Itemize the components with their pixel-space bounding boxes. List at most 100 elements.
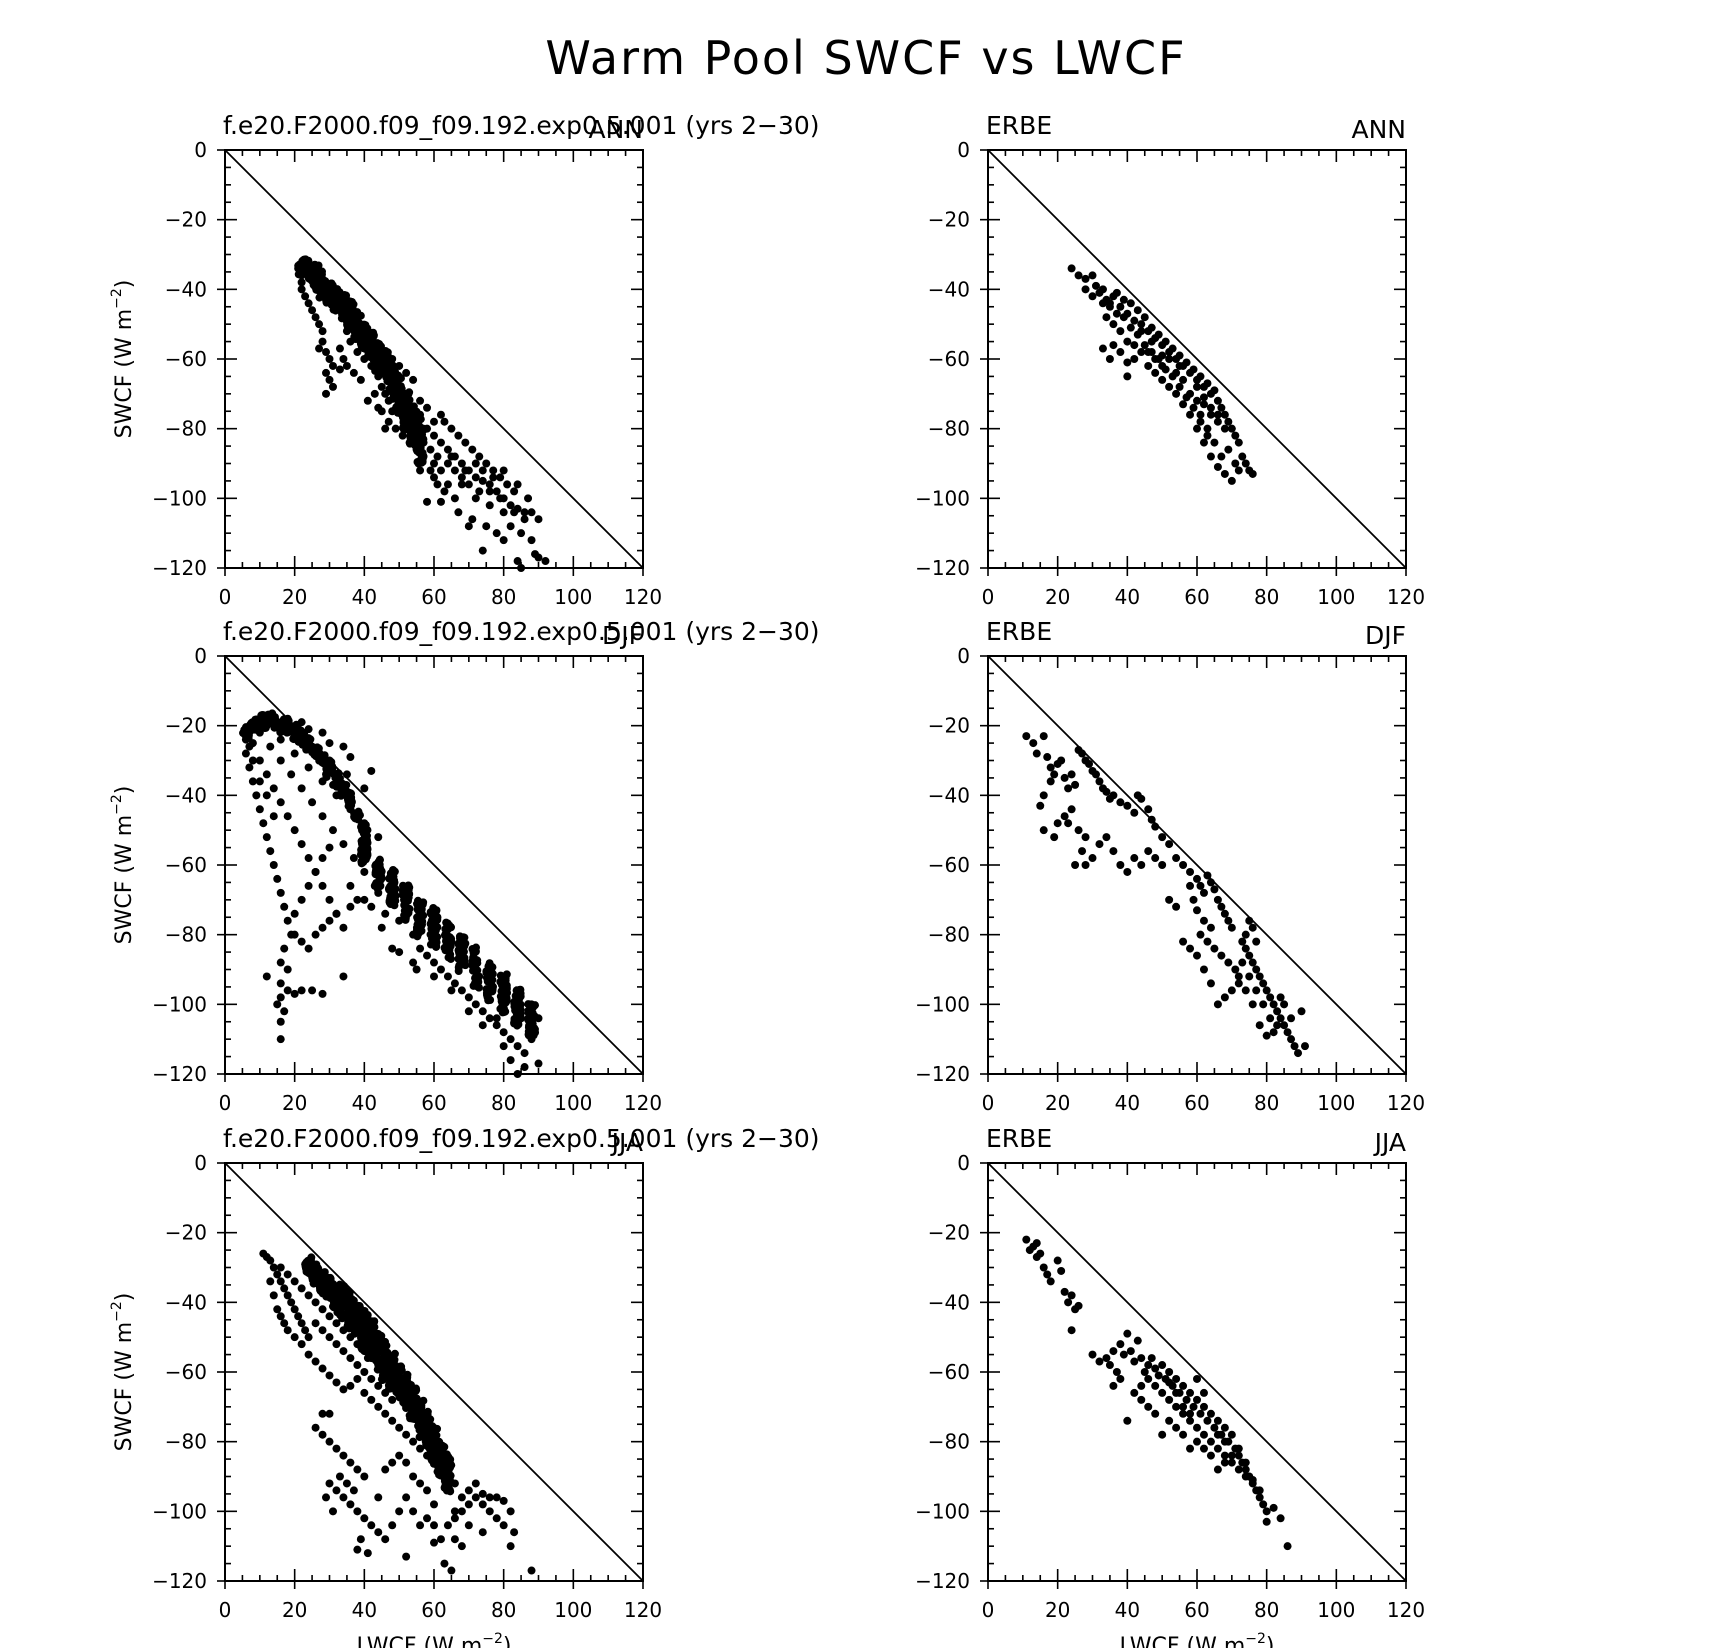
data-point [259, 819, 268, 828]
y-axis-title: SWCF (W m−2) [109, 786, 137, 945]
data-point [1039, 826, 1048, 835]
y-tick-label: −100 [152, 1499, 207, 1523]
x-tick-label: 0 [982, 1091, 995, 1115]
panel-left-label: ERBE [986, 1124, 1052, 1153]
data-point [357, 839, 366, 848]
data-point [339, 1451, 348, 1460]
data-point [1046, 763, 1055, 772]
x-tick-label: 80 [491, 1091, 516, 1115]
y-tick-label: 0 [194, 1151, 207, 1175]
data-point [374, 341, 383, 350]
data-point [386, 872, 395, 881]
data-point [419, 1433, 428, 1442]
data-point [499, 1028, 508, 1037]
data-point [1165, 1378, 1174, 1387]
data-point [502, 970, 511, 979]
data-point [402, 1430, 411, 1439]
y-tick-label: −60 [165, 347, 207, 371]
data-point [297, 1284, 306, 1293]
data-point [478, 1021, 487, 1030]
data-point [1248, 923, 1257, 932]
data-point [1213, 417, 1222, 426]
data-point [381, 909, 390, 918]
data-point [290, 1333, 299, 1342]
data-point [344, 794, 353, 803]
data-point [1039, 732, 1048, 741]
data-point [1098, 285, 1107, 294]
data-point [1220, 424, 1229, 433]
data-point [1287, 1014, 1296, 1023]
data-point [1203, 431, 1212, 440]
data-point [497, 997, 506, 1006]
data-point [360, 1310, 369, 1319]
data-point [297, 986, 306, 995]
data-point [360, 355, 369, 363]
data-point [1064, 784, 1073, 793]
data-point [1280, 1000, 1289, 1009]
data-point [409, 1437, 418, 1446]
data-point [443, 972, 452, 981]
data-point [1067, 1326, 1076, 1335]
data-point [1224, 417, 1233, 426]
data-point [527, 508, 536, 517]
data-point [1179, 937, 1188, 946]
data-point [1109, 1381, 1118, 1390]
data-point [388, 1395, 397, 1404]
data-point [1234, 979, 1243, 988]
data-point [1252, 965, 1261, 974]
data-point [1196, 1409, 1205, 1418]
data-point [1189, 895, 1198, 904]
data-point [1241, 930, 1250, 939]
y-tick-label: −120 [915, 556, 970, 580]
data-point [322, 1292, 331, 1301]
data-point [1186, 944, 1195, 953]
data-point [273, 1305, 282, 1314]
scatter-panel-3: 0 20 40 60 80 100 120 0 −20 −40 −60 −80 −100 −120 f.e2… [109, 617, 820, 1115]
data-point [276, 888, 285, 897]
data-point [506, 1507, 515, 1516]
data-point [318, 812, 327, 821]
data-point [459, 953, 468, 962]
data-point [1196, 930, 1205, 939]
data-point [1172, 389, 1181, 398]
data-point [313, 267, 322, 276]
data-point [339, 1286, 348, 1295]
data-point [1095, 840, 1104, 849]
data-point [332, 1486, 341, 1495]
data-point [1224, 445, 1233, 454]
data-point [353, 1507, 362, 1516]
data-point [248, 777, 257, 786]
x-tick-label: 100 [554, 1598, 592, 1622]
data-point [328, 382, 337, 391]
y-tick-label: −20 [928, 208, 970, 232]
data-point [1269, 1503, 1278, 1512]
data-point [478, 1528, 487, 1537]
data-point [241, 735, 250, 744]
data-point [485, 487, 494, 496]
scatter-points [1067, 264, 1257, 485]
y-tick-label: −100 [915, 1499, 970, 1523]
data-point [1193, 951, 1201, 960]
data-point [311, 313, 320, 322]
data-point [1217, 452, 1226, 461]
data-point [430, 473, 438, 482]
data-point [374, 1361, 383, 1370]
data-point [1091, 281, 1100, 290]
data-point [510, 1528, 519, 1537]
data-point [450, 1479, 459, 1488]
data-point [517, 1014, 526, 1023]
data-point [304, 854, 313, 863]
data-point [297, 718, 306, 727]
data-point [373, 1332, 382, 1341]
data-point [430, 1500, 438, 1509]
data-point [440, 417, 449, 426]
data-point [1088, 271, 1097, 280]
data-point [492, 1493, 501, 1502]
data-point [464, 480, 473, 489]
data-point [1147, 337, 1156, 346]
data-point [443, 1472, 452, 1481]
data-point [1280, 1021, 1289, 1030]
reference-line [987, 1162, 1407, 1582]
data-point [527, 1566, 536, 1575]
data-point [1057, 1266, 1066, 1275]
